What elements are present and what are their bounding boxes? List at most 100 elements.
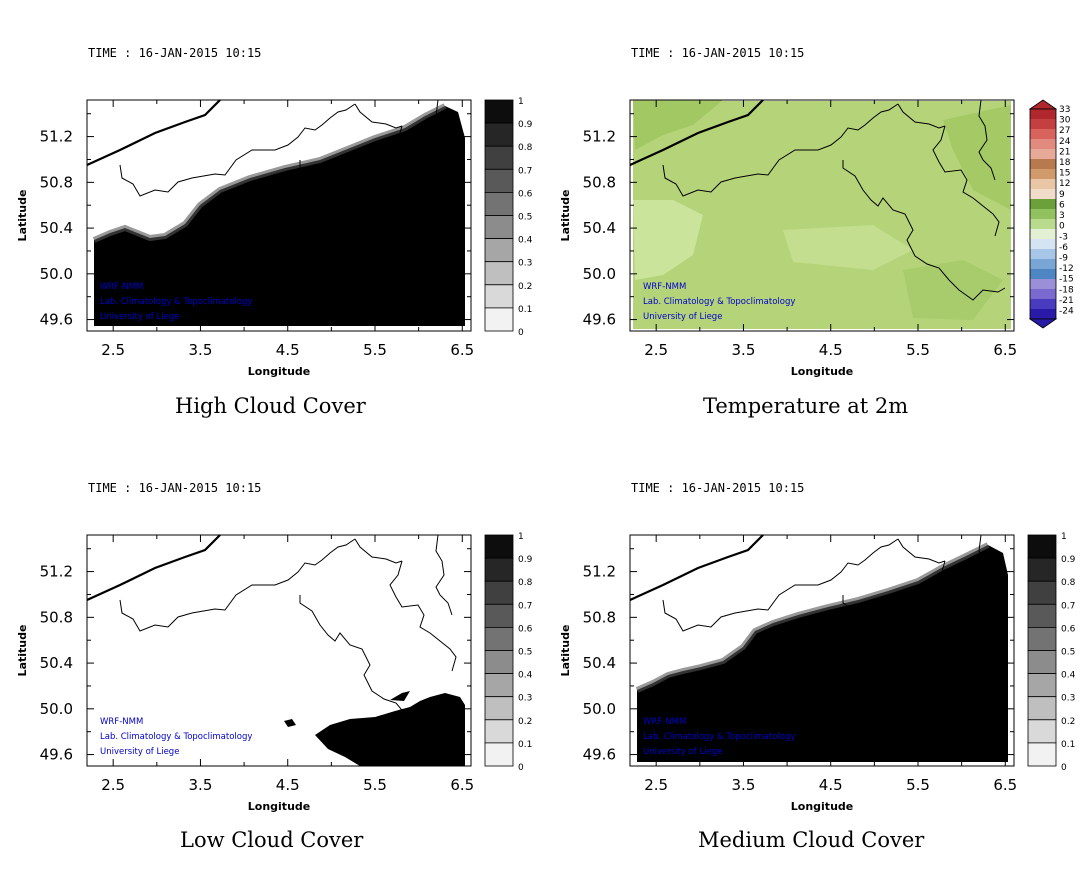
colorbar-label: 0.6 <box>518 189 533 199</box>
y-axis-label: Latitude <box>16 625 29 677</box>
colorbar-segment <box>484 284 514 309</box>
colorbar-label: 0.6 <box>1061 624 1076 634</box>
border-line <box>662 103 899 197</box>
colorbar-segment <box>484 215 514 240</box>
border-line <box>932 560 1000 672</box>
colorbar-label: 21 <box>1059 147 1070 157</box>
colorbar-label: 0.2 <box>1061 717 1075 727</box>
colorbar-segment <box>1030 179 1056 189</box>
colorbar-segment <box>484 261 514 286</box>
colorbar-label: 0.3 <box>1061 694 1075 704</box>
watermark-line: University of Liege <box>643 747 722 757</box>
panel-title: Temperature at 2m <box>703 394 909 418</box>
watermark-line: Lab. Climatology & Topoclimatology <box>643 297 795 307</box>
colorbar-label: 0.8 <box>518 578 533 588</box>
watermark-line: Lab. Climatology & Topoclimatology <box>100 297 252 307</box>
tick-marks <box>87 535 471 766</box>
coastline <box>86 534 221 602</box>
border-line <box>897 538 946 564</box>
temp-field-cool <box>903 260 1003 320</box>
colorbar-label: -3 <box>1059 232 1068 242</box>
x-axis-label: Longitude <box>248 365 310 378</box>
colorbar-segment <box>484 99 514 124</box>
colorbar-label: 0.5 <box>1061 648 1075 658</box>
colorbar-label: 0.9 <box>518 120 533 130</box>
colorbar-segment <box>484 557 514 582</box>
watermark: WRF-NMM Lab. Climatology & Topoclimatolog… <box>100 717 252 757</box>
colorbar-label: -9 <box>1059 253 1068 263</box>
colorbar-label: 0 <box>518 763 524 773</box>
colorbar-segment <box>484 238 514 263</box>
watermark-line: Lab. Climatology & Topoclimatology <box>100 732 252 742</box>
temp-field-cool <box>633 100 723 150</box>
colorbar-segment <box>1027 742 1057 767</box>
watermark-line: WRF-NMM <box>100 717 143 727</box>
colorbar-label: 15 <box>1059 169 1070 179</box>
colorbar-label: 0.9 <box>518 555 533 565</box>
colorbar-segment <box>484 742 514 767</box>
colorbar-label: 0.4 <box>518 671 533 681</box>
colorbar-label: 0.2 <box>518 717 532 727</box>
border-line <box>662 538 899 632</box>
x-tick-label: 2.5 <box>644 341 668 359</box>
y-tick-label: 50.8 <box>40 608 73 626</box>
colorbar-label: 0.8 <box>1061 578 1076 588</box>
y-tick-label: 50.0 <box>40 700 73 718</box>
coastline <box>629 99 764 167</box>
colorbar-segment <box>1030 199 1056 209</box>
colorbar-label: 1 <box>518 97 524 107</box>
colorbar-label: 0.4 <box>518 236 533 246</box>
border-lines <box>629 99 1006 301</box>
colorbar-segment <box>1030 279 1056 289</box>
border-line <box>354 538 403 564</box>
colorbar-label: 6 <box>1059 200 1065 210</box>
colorbar: 1 0.9 0.8 0.7 0.6 0.5 0.4 0.3 0.2 0.1 0 <box>1027 532 1076 773</box>
colorbar-label: 1 <box>1061 532 1067 542</box>
map-plot: WRF-NMM Lab. Climatology & Topoclimatolog… <box>16 97 533 378</box>
colorbar-label: 12 <box>1059 179 1070 189</box>
colorbar-segment <box>1027 650 1057 675</box>
colorbar-segment <box>484 696 514 721</box>
colorbar-label: 0.7 <box>1061 601 1075 611</box>
panel-low-cloud-cover: TIME : 16-JAN-2015 10:15 WRF-NMM Lab. Cli… <box>0 435 540 865</box>
colorbar-label: 0.1 <box>1061 740 1075 750</box>
colorbar-segment <box>1030 289 1056 299</box>
colorbar-segment <box>484 122 514 147</box>
colorbar-label: 0.7 <box>518 601 532 611</box>
y-axis-label: Latitude <box>16 190 29 242</box>
x-axis-label: Longitude <box>791 800 853 813</box>
coastline <box>629 534 764 602</box>
x-tick-label: 6.5 <box>993 341 1017 359</box>
colorbar-label: -12 <box>1059 264 1074 274</box>
x-tick-label: 6.5 <box>450 776 474 794</box>
field-layer <box>633 100 1011 329</box>
panel-title: High Cloud Cover <box>175 394 366 418</box>
y-tick-label: 49.6 <box>583 311 616 329</box>
border-line <box>389 125 457 237</box>
colorbar-segment <box>1030 209 1056 219</box>
watermark-line: WRF-NMM <box>643 717 686 727</box>
colorbar-label: -21 <box>1059 296 1074 306</box>
colorbar-label: -24 <box>1059 307 1074 317</box>
map-plot: WRF-NMM Lab. Climatology & Topoclimatolog… <box>559 99 1074 378</box>
y-tick-label: 51.2 <box>40 128 73 146</box>
watermark: WRF-NMM Lab. Climatology & Topoclimatolog… <box>100 282 252 322</box>
colorbar-label: 0.8 <box>518 143 533 153</box>
border-line <box>978 534 996 616</box>
colorbar-label: 0.3 <box>518 694 532 704</box>
colorbar-label: -6 <box>1059 243 1068 253</box>
x-tick-label: 4.5 <box>276 341 300 359</box>
colorbar-label: 9 <box>1059 190 1065 200</box>
low-cloud-patch <box>390 691 410 701</box>
y-tick-label: 49.6 <box>40 311 73 329</box>
colorbar-segment <box>1030 139 1056 149</box>
colorbar-segment <box>484 168 514 193</box>
x-tick-label: 2.5 <box>644 776 668 794</box>
colorbar-segment <box>1030 229 1056 239</box>
low-cloud-area <box>315 693 465 766</box>
x-tick-label: 2.5 <box>101 341 125 359</box>
colorbar-label: 27 <box>1059 126 1070 136</box>
watermark-line: WRF-NMM <box>100 282 143 292</box>
y-axis-label: Latitude <box>559 625 572 677</box>
border-lines <box>86 99 463 301</box>
